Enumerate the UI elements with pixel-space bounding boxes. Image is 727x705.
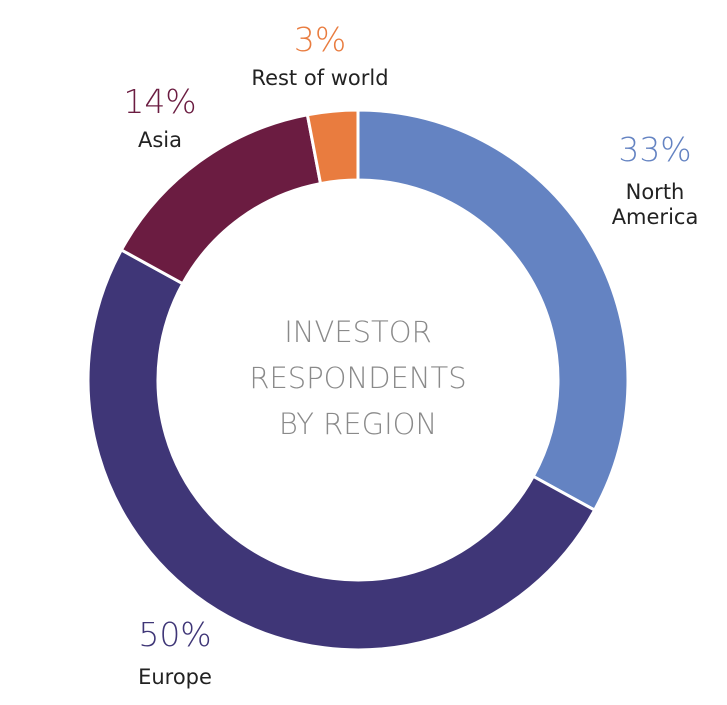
center-label: BY REGION <box>279 407 437 441</box>
center-label: INVESTOR <box>284 315 432 349</box>
donut-segment <box>86 247 597 652</box>
category-label: Asia <box>137 128 183 152</box>
value-label: 14% <box>123 82 197 121</box>
value-label: 50% <box>138 615 212 654</box>
category-label: Europe <box>138 665 212 689</box>
category-label: North America <box>611 180 699 230</box>
value-label: 3% <box>293 20 347 59</box>
center-label: RESPONDENTS <box>249 361 466 395</box>
value-label: 33% <box>618 130 692 169</box>
donut-segment <box>356 108 630 513</box>
donut-segment <box>305 108 360 186</box>
category-label: Rest of world <box>251 66 389 90</box>
